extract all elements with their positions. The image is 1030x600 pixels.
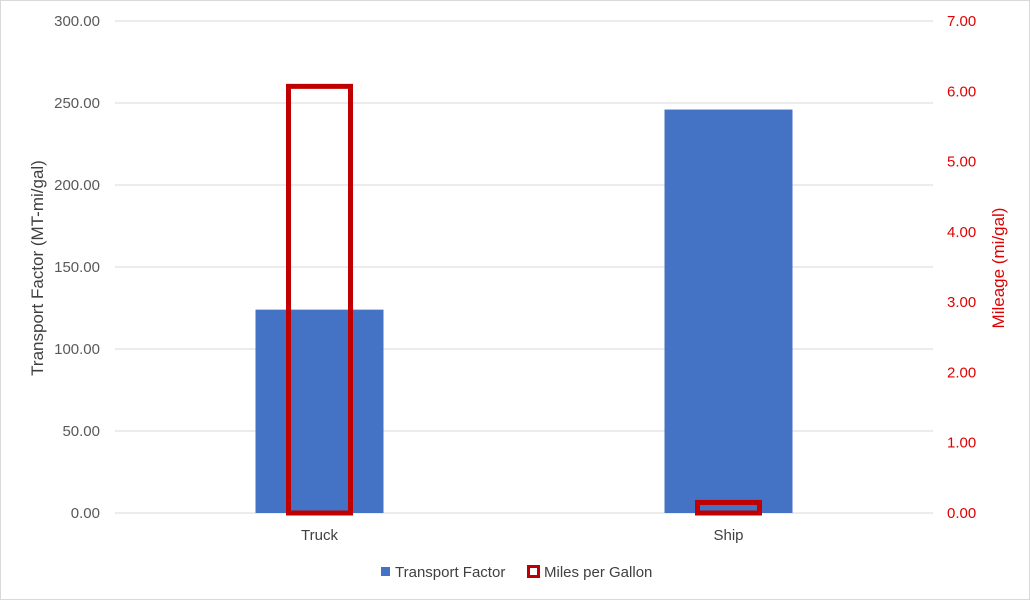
right-tick-label: 1.00 [947, 435, 976, 452]
right-tick-label: 0.00 [947, 505, 976, 522]
bar-miles-per-gallon [695, 499, 762, 516]
bar-transport-factor [664, 109, 793, 513]
transport-factor-bars [255, 109, 793, 513]
miles-per-gallon-bars [286, 83, 762, 516]
category-label: Ship [713, 527, 743, 544]
right-axis-ticks: 0.00 1.00 2.00 3.00 4.00 5.00 6.00 7.00 [947, 13, 976, 522]
left-tick-label: 300.00 [54, 13, 100, 30]
right-tick-label: 6.00 [947, 83, 976, 100]
right-tick-label: 7.00 [947, 13, 976, 30]
right-tick-label: 3.00 [947, 294, 976, 311]
legend-label-miles-per-gallon: Miles per Gallon [544, 564, 652, 581]
legend-label-transport-factor: Transport Factor [395, 564, 505, 581]
left-tick-label: 200.00 [54, 177, 100, 194]
right-axis-title: Mileage (mi/gal) [989, 208, 1008, 329]
category-label: Truck [301, 527, 338, 544]
left-tick-label: 50.00 [62, 423, 100, 440]
legend-swatch-miles-per-gallon [527, 565, 540, 578]
left-tick-label: 250.00 [54, 95, 100, 112]
left-tick-label: 150.00 [54, 259, 100, 276]
left-axis-ticks: 0.00 50.00 100.00 150.00 200.00 250.00 300.00 [54, 13, 100, 522]
bar-miles-per-gallon [286, 83, 353, 516]
legend: Transport Factor Miles per Gallon [381, 564, 652, 581]
left-tick-label: 0.00 [71, 505, 100, 522]
category-axis: Truck Ship [301, 527, 743, 544]
legend-swatch-transport-factor [381, 567, 390, 576]
left-axis-title: Transport Factor (MT-mi/gal) [28, 160, 47, 376]
gridlines [115, 20, 933, 514]
right-tick-label: 5.00 [947, 154, 976, 171]
right-tick-label: 4.00 [947, 224, 976, 241]
left-tick-label: 100.00 [54, 341, 100, 358]
bar-transport-factor [255, 309, 384, 513]
right-tick-label: 2.00 [947, 364, 976, 381]
